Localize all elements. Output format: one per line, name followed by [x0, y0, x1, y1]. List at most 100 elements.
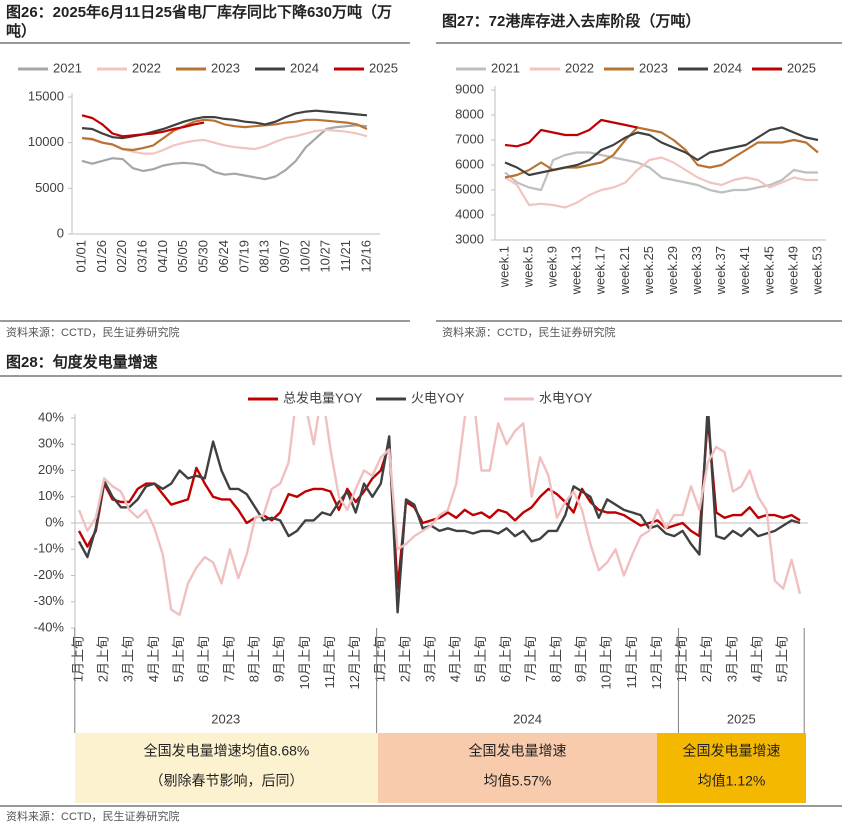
series-line: [504, 126, 819, 177]
legend-label: 2023: [639, 60, 668, 75]
year-label: 2024: [513, 711, 542, 726]
legend-label: 2025: [369, 60, 398, 75]
y-tick-label: 0%: [45, 514, 64, 529]
series-line: [81, 109, 368, 140]
series-line: [504, 118, 638, 148]
x-tick-label: 01/26: [94, 240, 109, 273]
x-tick-label: 04/10: [155, 240, 170, 273]
source: 资料来源：CCTD，民生证券研究院: [6, 325, 180, 339]
note-text: 均值5.57%: [484, 773, 552, 789]
x-tick-label: week.45: [761, 246, 776, 295]
x-tick-label: 12/16: [358, 240, 373, 273]
x-tick-label: 2月上旬: [699, 636, 714, 682]
x-tick-label: 4月上旬: [448, 636, 463, 682]
x-tick-label: 09/07: [277, 240, 292, 273]
series-line: [77, 416, 801, 590]
y-tick-label: 4000: [455, 206, 484, 221]
y-tick-label: 0: [57, 225, 64, 240]
y-tick-label: 30%: [38, 436, 64, 451]
series-line: [81, 114, 205, 138]
note-box: [657, 733, 806, 803]
x-tick-label: 3月上旬: [724, 636, 739, 682]
x-tick-label: 10/27: [318, 240, 333, 273]
legend-label: 2025: [787, 60, 816, 75]
legend-label: 2024: [713, 60, 742, 75]
x-tick-label: 07/19: [236, 240, 251, 273]
note-box: [378, 733, 657, 803]
note-text: 全国发电量增速: [469, 743, 567, 759]
y-tick-label: 10%: [38, 488, 64, 503]
x-tick-label: 8月上旬: [246, 636, 261, 682]
x-tick-label: 10/02: [297, 240, 312, 273]
y-tick-label: 9000: [455, 81, 484, 96]
series-line: [77, 416, 801, 614]
y-tick-label: -10%: [34, 541, 65, 556]
x-tick-label: 5月上旬: [775, 636, 790, 682]
x-tick-label: week.9: [545, 246, 560, 288]
note-text: 全国发电量增速均值8.68%: [144, 743, 310, 759]
y-tick-label: 20%: [38, 462, 64, 477]
legend-label: 2022: [132, 60, 161, 75]
chart-title: 图27：72港库存进入去库阶段（万吨）: [442, 12, 700, 30]
x-tick-label: 11月上旬: [322, 636, 337, 689]
x-tick-label: 11月上旬: [624, 636, 639, 689]
y-tick-label: -20%: [34, 567, 65, 582]
x-tick-label: 7月上旬: [523, 636, 538, 682]
x-tick-label: 9月上旬: [573, 636, 588, 682]
series-line: [81, 124, 368, 181]
x-tick-label: 4月上旬: [750, 636, 765, 682]
y-tick-label: -30%: [34, 593, 65, 608]
year-label: 2025: [727, 711, 756, 726]
x-tick-label: week.5: [521, 246, 536, 288]
y-tick-label: 40%: [38, 409, 64, 424]
x-tick-label: 1月上旬: [674, 636, 689, 682]
x-tick-label: week.1: [496, 246, 511, 288]
x-tick-label: 12月上旬: [649, 636, 664, 689]
x-tick-label: 6月上旬: [196, 636, 211, 682]
series-line: [504, 156, 818, 209]
x-tick-label: 3月上旬: [121, 636, 136, 682]
x-tick-label: week.29: [665, 246, 680, 295]
x-tick-label: 1月上旬: [70, 636, 85, 682]
series-line: [81, 118, 368, 152]
legend-label: 2021: [53, 60, 82, 75]
x-tick-label: 05/30: [196, 240, 211, 273]
note-text: （剔除春节影响，后同）: [150, 773, 304, 789]
x-tick-label: 10月上旬: [297, 636, 312, 689]
x-tick-label: week.17: [593, 246, 608, 295]
series-line: [81, 128, 368, 155]
x-tick-label: 10月上旬: [599, 636, 614, 689]
note-text: 均值1.12%: [698, 773, 766, 789]
legend-label: 2021: [491, 60, 520, 75]
y-tick-label: 3000: [455, 231, 484, 246]
chart-title: 图26：2025年6月11日25省电厂库存同比下降630万吨（万吨）: [6, 4, 392, 40]
note-box: [75, 733, 378, 803]
x-tick-label: 9月上旬: [272, 636, 287, 682]
x-tick-label: 8月上旬: [548, 636, 563, 682]
x-tick-label: 4月上旬: [146, 636, 161, 682]
y-tick-label: 10000: [28, 134, 64, 149]
x-tick-label: week.37: [713, 246, 728, 295]
source: 资料来源：CCTD，民生证券研究院: [6, 809, 180, 823]
y-tick-label: 15000: [28, 88, 64, 103]
note-text: 全国发电量增速: [683, 743, 781, 759]
x-tick-label: week.25: [641, 246, 656, 295]
x-tick-label: 5月上旬: [473, 636, 488, 682]
y-tick-label: 7000: [455, 131, 484, 146]
legend-label: 火电YOY: [411, 390, 465, 405]
x-tick-label: week.41: [737, 246, 752, 295]
y-tick-label: 5000: [35, 180, 64, 195]
x-tick-label: 2月上旬: [397, 636, 412, 682]
legend-label: 2022: [565, 60, 594, 75]
chart-title: 图28：旬度发电量增速: [6, 353, 158, 371]
x-tick-label: 02/20: [114, 240, 129, 273]
source: 资料来源：CCTD，民生证券研究院: [442, 325, 616, 339]
legend-label: 2023: [211, 60, 240, 75]
x-tick-label: week.49: [785, 246, 800, 295]
legend-label: 2024: [290, 60, 319, 75]
y-tick-label: 5000: [455, 181, 484, 196]
x-tick-label: 03/16: [135, 240, 150, 273]
y-tick-label: 6000: [455, 156, 484, 171]
